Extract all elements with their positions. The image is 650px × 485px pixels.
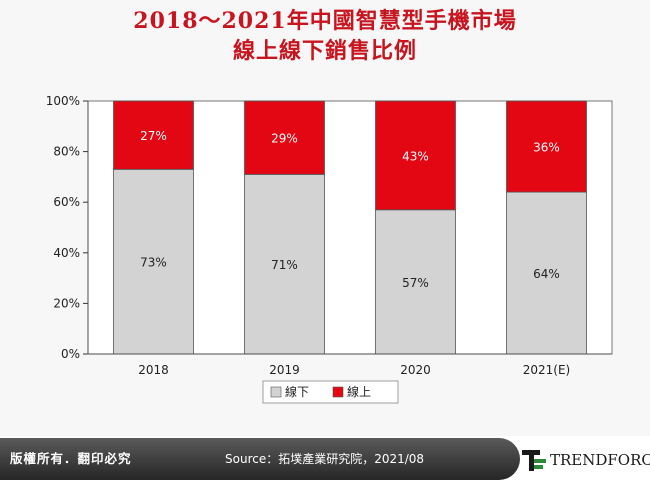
data-label: 64%	[533, 267, 560, 281]
legend-label-online: 線上	[347, 384, 371, 399]
trendforce-logo: TRENDFORCE	[520, 440, 650, 480]
x-tick-label: 2021(E)	[523, 363, 570, 377]
bar-online	[506, 100, 587, 193]
bar-offline	[375, 209, 456, 355]
x-tick-label: 2020	[400, 363, 431, 377]
y-tick-label: 40%	[53, 246, 80, 260]
y-tick-label: 0%	[61, 347, 80, 361]
bar-offline	[244, 173, 325, 355]
bar-offline	[113, 168, 194, 355]
data-label: 36%	[533, 141, 560, 155]
trendforce-logo-mark-icon	[522, 450, 546, 471]
legend-swatch-online	[332, 386, 344, 398]
trendforce-logo-text: TRENDFORCE	[550, 451, 650, 469]
legend-box	[262, 380, 399, 404]
footer-bar	[0, 438, 520, 480]
data-label: 57%	[402, 276, 429, 290]
source-text: Source：拓墣產業研究院，2021/08	[225, 452, 425, 466]
y-tick-label: 100%	[46, 94, 80, 108]
data-label: 71%	[271, 258, 298, 272]
data-label: 27%	[140, 129, 167, 143]
chart-title: 2018～2021年中國智慧型手機市場 線上線下銷售比例	[0, 6, 650, 66]
x-tick-label: 2018	[138, 363, 169, 377]
y-tick-label: 20%	[53, 296, 80, 310]
y-tick-label: 80%	[53, 145, 80, 159]
plot-border	[87, 100, 613, 355]
copyright-text: 版權所有．翻印必究	[10, 451, 132, 466]
chart-title-line-2: 線上線下銷售比例	[232, 38, 417, 64]
bar-online	[375, 100, 456, 211]
y-tick-label: 60%	[53, 195, 80, 209]
bar-online	[244, 100, 325, 175]
data-label: 43%	[402, 149, 429, 163]
legend-swatch-offline	[270, 386, 282, 398]
x-tick-label: 2019	[269, 363, 300, 377]
data-label: 73%	[140, 256, 167, 270]
chart-title-line-1: 2018～2021年中國智慧型手機市場	[133, 8, 517, 34]
stacked-bar-chart: 0% 20% 40% 60% 80% 100% 73% 27% 2018 71% 29% 2019 57…	[46, 94, 613, 404]
bar-online	[113, 100, 194, 170]
legend-label-offline: 線下	[285, 384, 309, 399]
data-label: 29%	[271, 132, 298, 146]
